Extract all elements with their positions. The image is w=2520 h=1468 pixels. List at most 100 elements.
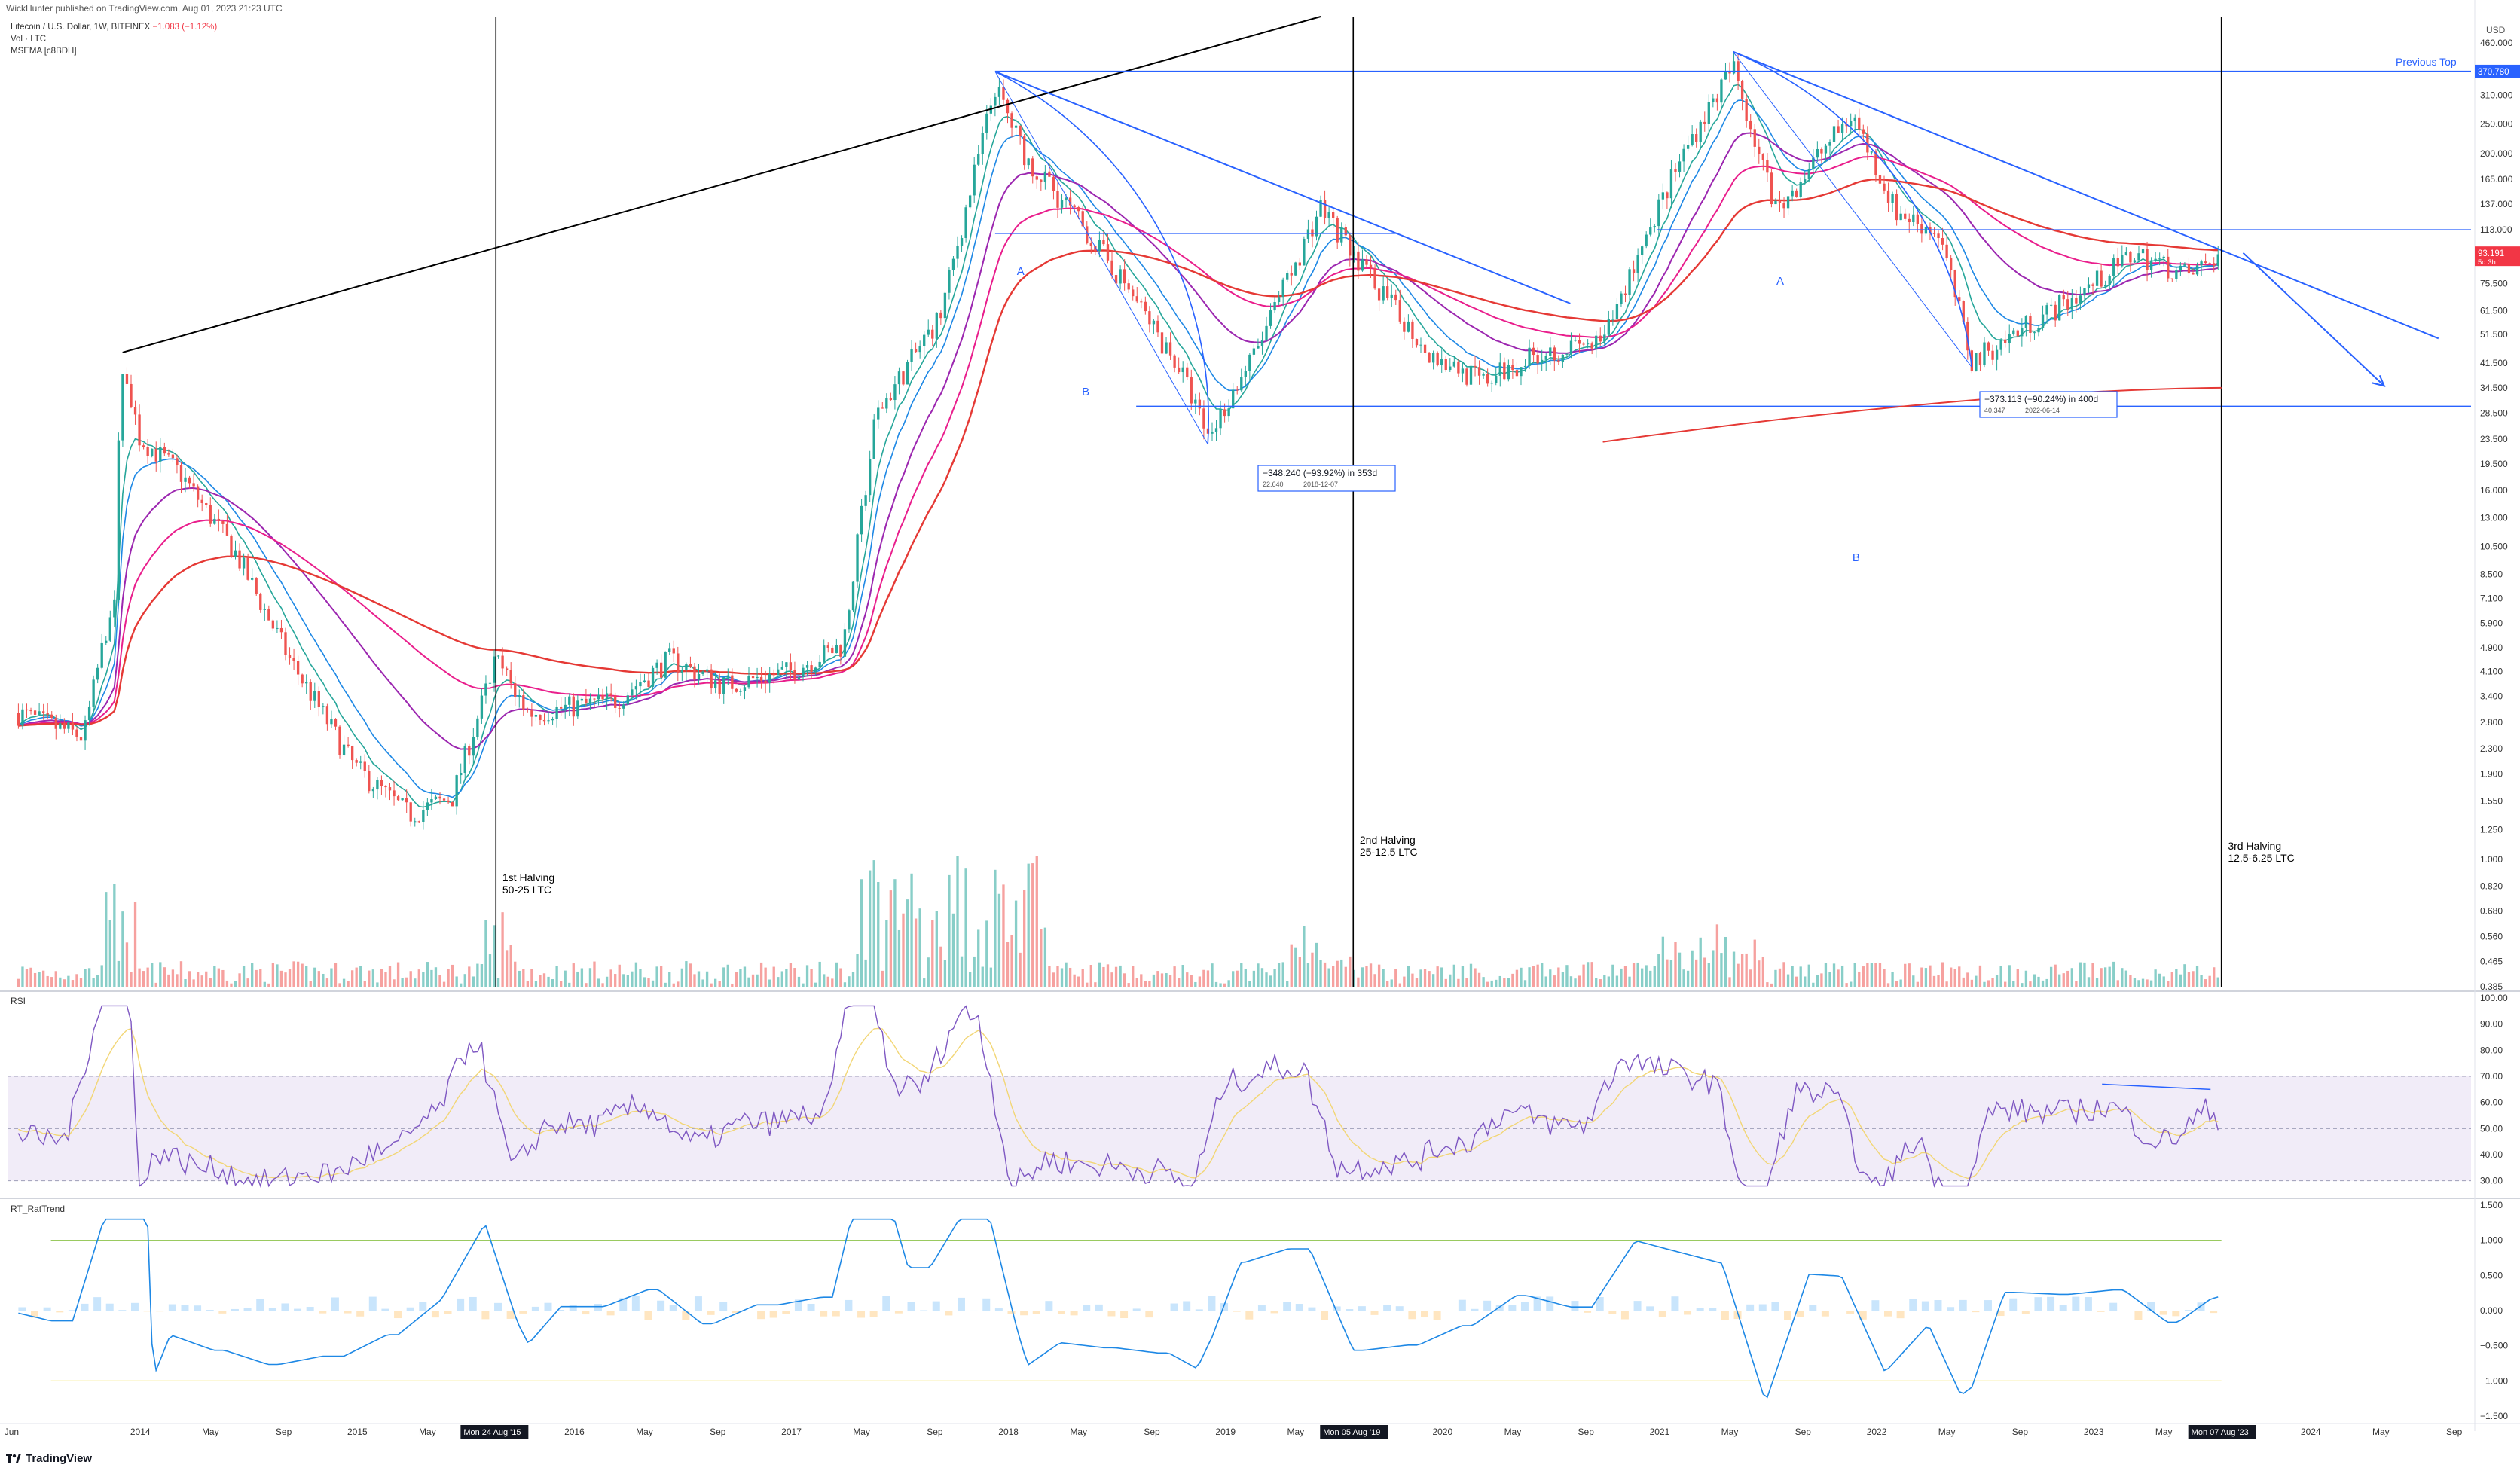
candle-body [67,722,70,729]
volume-bar [797,976,801,987]
volume-bar [217,968,221,987]
candle-body [1766,160,1769,173]
time-tick-label: May [202,1427,219,1437]
volume-bar [2141,978,2145,987]
rsi-divergence-line [2102,1083,2211,1091]
volume-bar [1715,924,1719,987]
ratrend-histogram-bar [2184,1310,2192,1311]
volume-bar [973,956,976,987]
time-axis[interactable]: Jun 2014 May Sep 2015 May Mon 24 Aug '15 2016 Ma… [5,1425,2463,1439]
candle-body [1840,124,1844,133]
candle-body [1349,235,1352,256]
candle-body [1958,297,1961,301]
candle-body [405,798,408,803]
volume-bar [1486,981,1489,987]
candle-body [1678,161,1682,172]
candle-body [1152,320,1156,325]
volume-bar [442,981,446,987]
ratrend-histogram-bar [1633,1301,1642,1311]
candle-body [422,809,425,822]
volume-bar [1804,976,1807,987]
volume-bar [1891,972,1894,987]
candle-body [163,447,166,454]
volume-bar [359,966,362,987]
halving-sub-label: 12.5-6.25 LTC [2228,852,2294,864]
ratrend-histogram-bar [732,1311,740,1314]
candle-body [1482,374,1485,376]
trend-drawings[interactable] [122,16,2471,987]
volume-bar [948,874,951,987]
volume-bar [805,965,809,987]
volume-bar [2070,968,2073,987]
legend-volume[interactable]: Vol · LTC [11,35,47,44]
last-price-value: 93.191 [2478,249,2504,258]
ratrend-histogram-bar [419,1302,427,1311]
volume-bar [968,972,972,987]
volume-bar [885,920,888,987]
volume-bar [1745,953,1748,987]
ratrend-histogram-bar [882,1296,890,1311]
candle-body [130,383,133,407]
volume-bar [939,946,942,987]
ratrend-histogram-bar [2134,1311,2143,1320]
ratrend-histogram-bar [457,1298,465,1311]
volume-bar [188,971,191,987]
volume-bar [322,973,325,987]
candle-body [108,617,111,641]
volume-bar [1006,942,1010,987]
price-candles [17,52,2219,830]
volume-bar [1165,973,1168,987]
volume-bar [1541,963,1544,987]
candle-body [2213,263,2216,267]
halving-sub-label: 50-25 LTC [502,884,551,896]
candle-body [1786,196,1790,209]
volume-bar [1595,978,1598,987]
drawdown-box [1979,391,2118,418]
ratrend-histogram-bar [569,1305,577,1311]
volume-bar [1737,963,1740,987]
ratrend-histogram-bar [1608,1311,1617,1314]
candle-body [977,154,980,165]
price-axis[interactable]: USD 460.000 310.000 250.000 200.000 165.000 13… [2475,25,2520,1421]
candle-body [1457,361,1460,374]
volume-bar [1920,967,1923,987]
volume-bar [142,971,145,987]
candle-body [1674,169,1677,172]
rsi-pane-label[interactable]: RSI [11,996,26,1006]
candle-body [188,477,191,484]
candle-body [2204,261,2207,264]
candle-body [2095,270,2099,286]
ema-slow [18,132,2219,750]
ratrend-histogram-bar [1020,1311,1028,1316]
legend-symbol[interactable]: Litecoin / U.S. Dollar, 1W, BITFINEX [11,23,151,32]
candle-body [347,744,350,746]
ratrend-histogram-bar [1458,1299,1466,1311]
candle-body [1311,229,1314,237]
footer-brand[interactable]: TradingView [6,1452,92,1465]
volume-bar [1883,969,1886,987]
volume-bar [468,966,471,987]
volume-bar [1440,967,1443,987]
volume-bar [1703,957,1706,987]
volume-bar [1966,972,1969,987]
candle-body [1858,117,1861,130]
price-tick-label: 1.900 [2480,769,2503,780]
legend-msema[interactable]: MSEMA [c8BDH] [11,47,77,56]
volume-bar [768,979,771,987]
ratrend-pane-label[interactable]: RT_RatTrend [11,1204,66,1214]
ratrend-histogram-bar [1871,1300,1880,1311]
ratrend-histogram-bar [757,1311,765,1320]
candle-body [242,557,246,569]
volume-bar [1377,964,1381,987]
candle-body [943,292,947,319]
ratrend-histogram-bar [1809,1305,1817,1311]
time-tick-label: 2017 [781,1427,802,1437]
volume-bar [279,970,283,987]
candle-body [1232,389,1235,409]
candle-body [267,609,270,621]
candle-body [33,710,37,715]
volume-bar [731,983,734,987]
ema-slowest [18,178,2219,727]
ratrend-histogram-bar [1120,1311,1129,1319]
